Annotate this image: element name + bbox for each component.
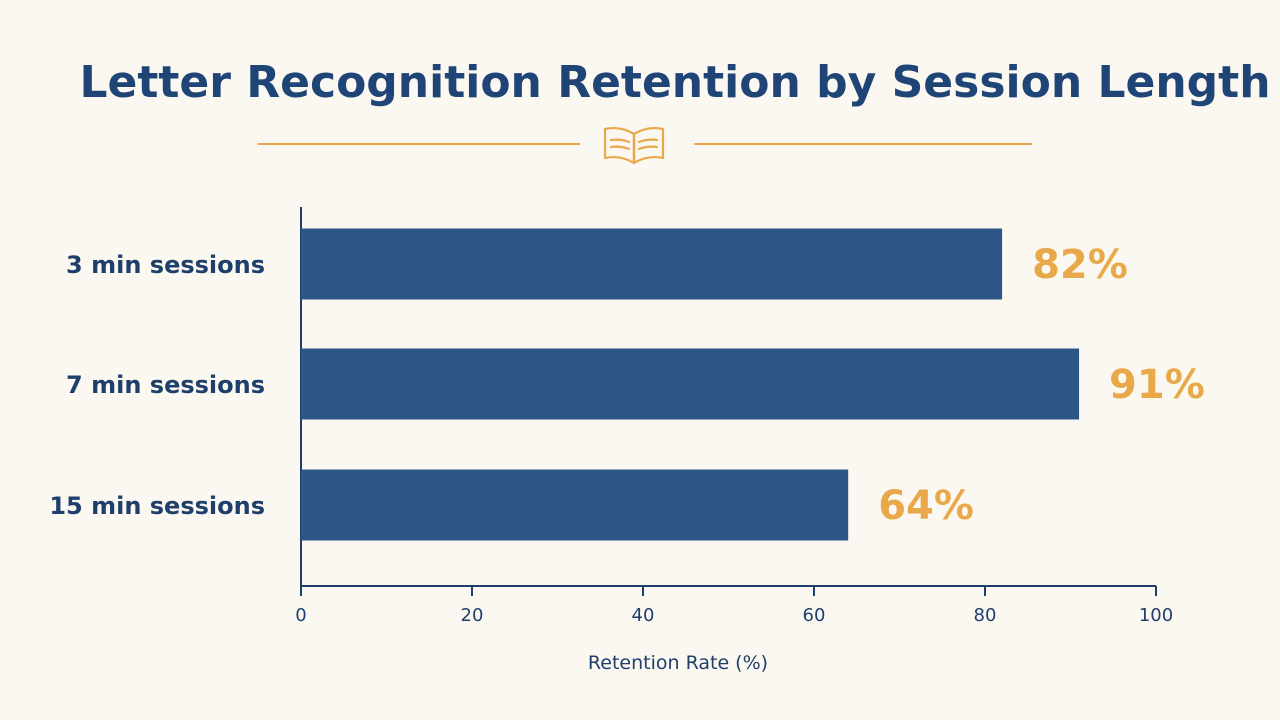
x-tick-label: 20 [461,605,484,626]
x-tick-label: 40 [632,605,655,626]
value-label: 82% [1032,242,1128,288]
x-tick-label: 60 [803,605,826,626]
bar-3 [301,469,849,541]
value-label: 91% [1109,362,1205,408]
chart-title: Letter Recognition Retention by Session … [79,57,1270,108]
value-label: 64% [878,483,974,529]
bar-1 [301,228,1003,300]
x-tick-label: 80 [974,605,997,626]
plot-area: 3 min sessions 7 min sessions 15 min sessi… [49,207,1205,626]
category-label: 15 min sessions [49,492,265,520]
x-tick-label: 0 [295,605,306,626]
category-label: 7 min sessions [66,371,265,399]
title-divider [258,126,1032,165]
x-tick-label: 100 [1139,605,1173,626]
bars-group [301,228,1080,541]
x-ticks: 0 20 40 60 80 100 [295,586,1173,626]
x-axis-title: Retention Rate (%) [588,652,768,674]
bar-2 [301,348,1080,420]
category-label: 3 min sessions [66,251,265,279]
value-labels: 82% 91% 64% [878,242,1205,529]
open-book-icon [603,126,665,165]
category-labels: 3 min sessions 7 min sessions 15 min sessi… [49,251,265,520]
